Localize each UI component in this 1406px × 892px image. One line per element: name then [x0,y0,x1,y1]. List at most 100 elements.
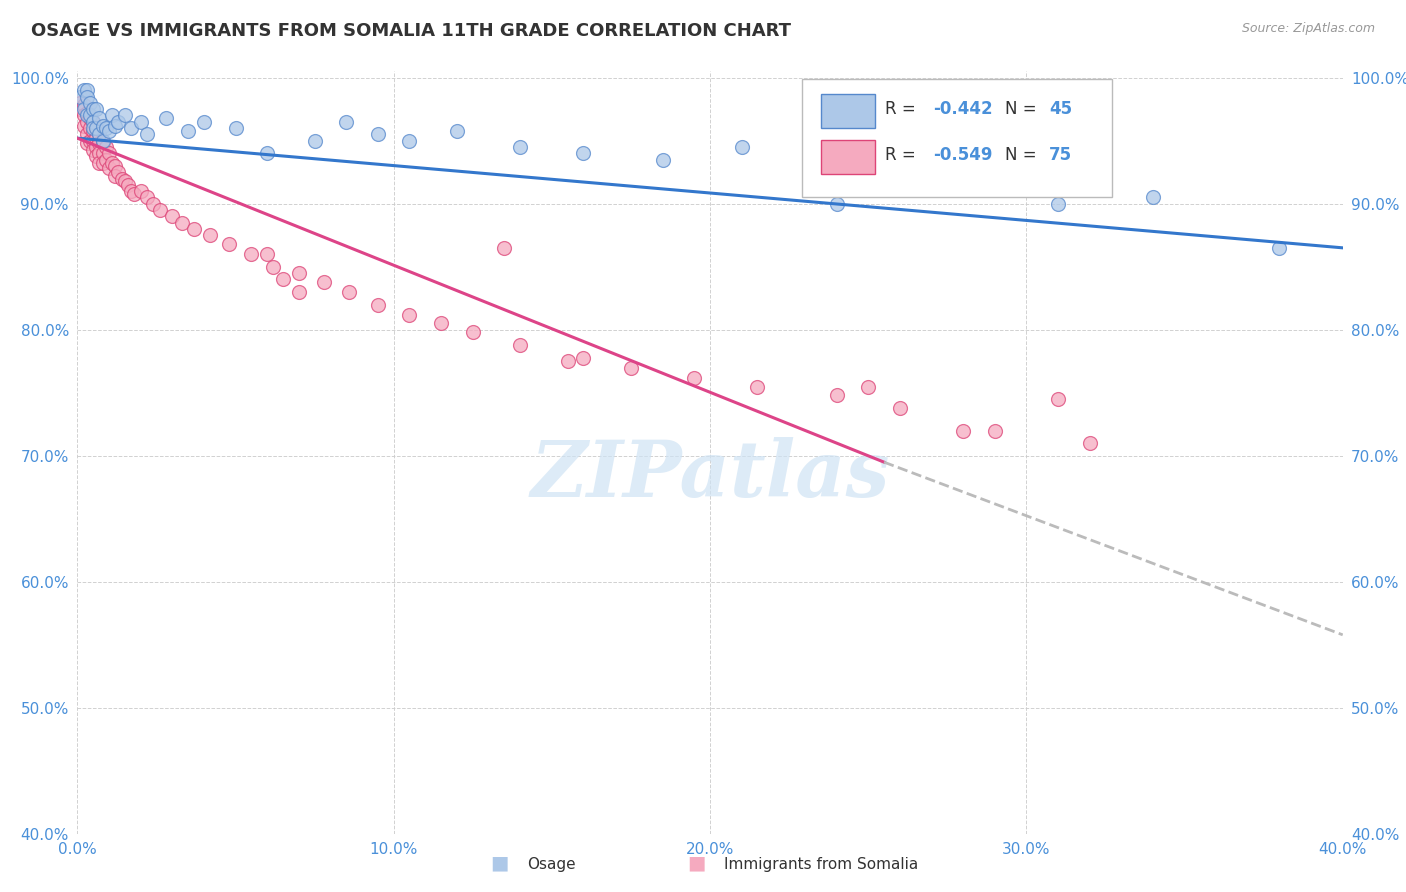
Text: ■: ■ [489,854,509,872]
Point [91,119,114,133]
Point [82,102,104,116]
Point [183,222,205,236]
Point [747,379,769,393]
Point [1046,392,1069,406]
Point [142,196,165,211]
Point [952,424,974,438]
FancyBboxPatch shape [821,95,875,128]
Point [117,178,139,192]
Point [104,119,127,133]
Point [572,351,595,365]
Point [79,121,101,136]
Point [69,95,91,110]
Point [89,156,111,170]
Point [91,136,114,151]
Point [73,83,96,97]
Point [86,140,108,154]
Point [82,115,104,129]
Text: -0.549: -0.549 [932,146,993,164]
Point [94,121,117,136]
Point [73,98,96,112]
Point [76,108,98,122]
Point [288,266,311,280]
Text: R =: R = [884,101,921,119]
Point [73,119,96,133]
Point [91,146,114,161]
Point [82,123,104,137]
Point [430,317,453,331]
Point [170,216,193,230]
FancyBboxPatch shape [803,79,1112,197]
Point [149,202,172,217]
Point [240,247,263,261]
Point [91,156,114,170]
Point [825,196,848,211]
Point [1078,436,1101,450]
Point [89,136,111,151]
Point [73,102,96,116]
Point [104,169,127,183]
Text: OSAGE VS IMMIGRANTS FROM SOMALIA 11TH GRADE CORRELATION CHART: OSAGE VS IMMIGRANTS FROM SOMALIA 11TH GR… [31,22,792,40]
Point [651,153,673,167]
Point [461,326,484,340]
Point [262,260,284,274]
Point [1046,196,1069,211]
Point [69,102,91,116]
Point [79,134,101,148]
Text: ■: ■ [686,854,706,872]
Point [89,111,111,125]
Point [120,184,142,198]
Point [288,285,311,299]
Point [1142,190,1164,204]
Point [79,95,101,110]
Point [94,140,117,154]
Point [177,123,200,137]
Point [120,121,142,136]
Point [86,121,108,136]
Point [200,228,222,243]
Point [825,388,848,402]
Point [304,134,326,148]
Point [76,136,98,151]
Point [69,89,91,103]
Point [129,184,152,198]
Point [367,128,389,142]
Point [620,360,643,375]
Point [89,128,111,142]
Point [155,111,177,125]
Text: 75: 75 [1049,146,1073,164]
Point [98,146,120,161]
Point [731,140,754,154]
Point [557,354,579,368]
Point [952,165,974,179]
Point [114,174,136,188]
Point [858,379,880,393]
Point [1268,241,1291,255]
Point [89,146,111,161]
Point [86,149,108,163]
Point [89,128,111,142]
Point [129,115,152,129]
Point [86,131,108,145]
Point [398,308,420,322]
Point [86,102,108,116]
Point [225,121,247,136]
Point [193,115,215,129]
Point [312,275,335,289]
Point [124,186,146,201]
Point [98,161,120,176]
Text: 45: 45 [1049,101,1073,119]
Text: N =: N = [1005,146,1042,164]
Point [104,159,127,173]
Point [162,210,183,224]
Text: Immigrants from Somalia: Immigrants from Somalia [724,857,918,872]
Point [114,108,136,122]
Text: Source: ZipAtlas.com: Source: ZipAtlas.com [1241,22,1375,36]
Point [889,401,911,415]
Point [256,247,278,261]
Text: Osage: Osage [527,857,576,872]
Point [335,115,357,129]
FancyBboxPatch shape [821,140,875,174]
Point [509,140,531,154]
Text: R =: R = [884,146,921,164]
